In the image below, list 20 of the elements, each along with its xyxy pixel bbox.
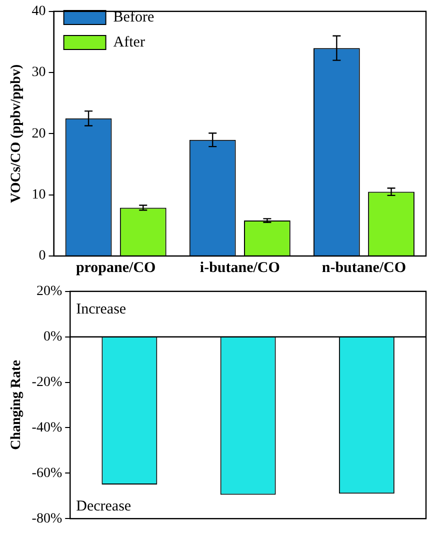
y-axis-title: Changing Rate — [9, 360, 24, 450]
y-tick-label: 30 — [32, 65, 46, 80]
x-tick-label: n-butane/CO — [322, 260, 406, 276]
y-axis-title: VOCs/CO (ppbv/ppbv) — [9, 64, 24, 204]
y-tick-label: 40 — [32, 4, 46, 20]
y-tick-label: 10 — [32, 188, 46, 203]
y-tick-label: 0 — [38, 248, 46, 264]
legend-label: After — [113, 34, 145, 50]
legend-label: Before — [113, 9, 154, 26]
y-tick-label: 20% — [36, 284, 62, 300]
y-tick-label: -60% — [32, 466, 62, 481]
y-tick-label: -80% — [32, 511, 62, 526]
y-tick-label: 20 — [32, 126, 46, 142]
y-tick-label: 0% — [43, 330, 62, 345]
x-tick-label: propane/CO — [76, 260, 156, 276]
y-tick-label: -20% — [32, 374, 62, 390]
annotation: Increase — [76, 301, 126, 318]
x-tick-label: i-butane/CO — [200, 260, 280, 276]
annotation: Decrease — [76, 498, 132, 515]
y-tick-label: -40% — [32, 420, 62, 436]
